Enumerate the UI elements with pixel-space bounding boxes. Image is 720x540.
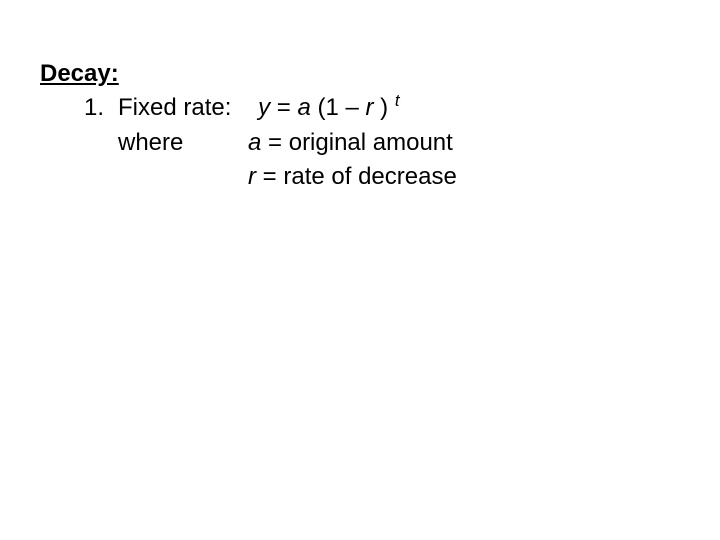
formula-r: r — [366, 94, 374, 121]
list-number: 1. — [40, 92, 118, 124]
formula-exponent: t — [395, 91, 400, 110]
item-label: Fixed rate: — [118, 94, 231, 121]
var-r-text: = rate of decrease — [263, 163, 457, 190]
section-heading: Decay: — [40, 58, 680, 90]
var-a-text: = original amount — [268, 129, 453, 156]
list-item-1: 1. Fixed rate: y = a (1 – r ) t — [40, 92, 680, 124]
formula-eq: = — [277, 94, 298, 121]
slide-content: Decay: 1. Fixed rate: y = a (1 – r ) t w… — [0, 0, 720, 236]
where-label: where — [118, 127, 248, 159]
var-r: r — [248, 163, 256, 190]
where-label-empty — [118, 161, 248, 193]
list-body: Fixed rate: y = a (1 – r ) t — [118, 92, 680, 124]
var-a: a — [248, 129, 261, 156]
where-line-a: where a = original amount — [118, 127, 680, 159]
definition-a: a = original amount — [248, 127, 680, 159]
formula-open: (1 – — [317, 94, 365, 121]
where-line-r: r = rate of decrease — [118, 161, 680, 193]
formula-y: y — [258, 94, 270, 121]
formula-a: a — [297, 94, 310, 121]
definition-r: r = rate of decrease — [248, 161, 680, 193]
formula-close: ) — [380, 94, 388, 121]
